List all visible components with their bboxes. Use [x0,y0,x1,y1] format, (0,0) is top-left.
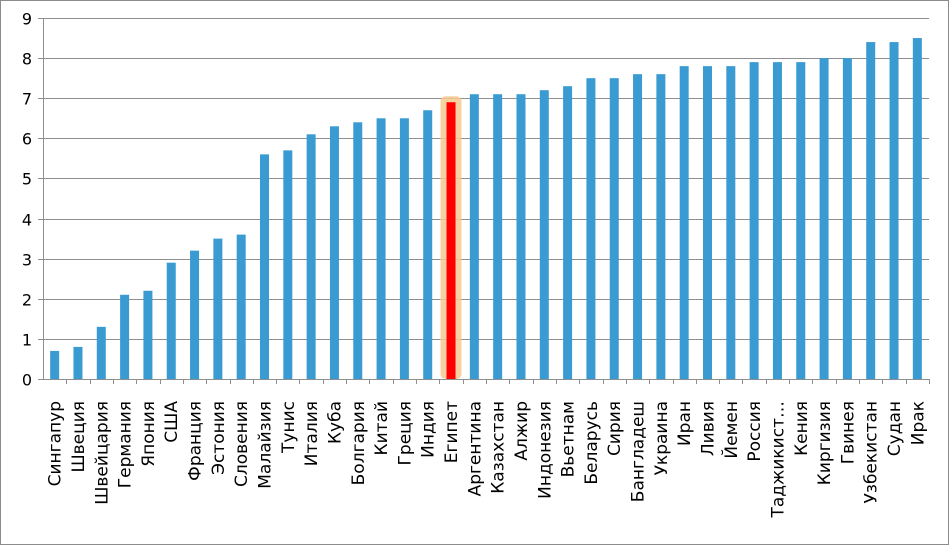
y-tick-label-0: 0 [22,371,32,390]
x-tick-label-3: Германия [116,401,136,488]
bar-8 [236,234,246,379]
bar-18 [469,94,479,379]
bar-9 [260,154,269,379]
bar-27 [679,66,689,379]
axes [38,18,930,384]
y-tick-label-8: 8 [22,50,32,69]
bar-10 [283,150,293,379]
gridlines [43,18,929,340]
x-tick-label-37: Ирак [908,401,928,445]
bar-33 [819,58,829,379]
x-tick-label-10: Тунис [279,401,299,454]
x-tick-label-2: Швейцария [92,401,112,505]
bar-2 [96,326,106,379]
x-tick-label-23: Беларусь [582,401,602,485]
bar-21 [539,90,549,379]
x-tick-label-22: Вьетнам [559,401,579,477]
x-tick-label-16: Индия [419,401,439,458]
x-tick-label-31: Таджикист… [768,401,788,519]
x-tick-label-0: Сингапур [46,401,66,486]
bar-23 [586,78,596,380]
y-axis-tick-labels: 0 1 2 3 4 5 6 7 8 9 [22,10,32,390]
x-tick-label-1: Швеция [69,401,89,473]
x-tick-label-19: Казахстан [489,401,509,494]
x-tick-label-7: Эстония [209,401,229,475]
x-tick-label-9: Малайзия [256,401,276,489]
x-tick-label-4: Япония [139,401,159,467]
bar-13 [353,122,363,380]
x-axis-category-labels: Сингапур Швеция Швейцария Германия Япония США… [46,401,929,519]
bar-28 [703,66,712,379]
bar-7 [213,238,223,379]
x-tick-label-34: Гвинея [838,401,858,464]
bar-5 [166,262,176,379]
bar-22 [563,86,573,379]
y-tick-label-9: 9 [22,10,32,29]
bar-24 [609,78,619,380]
bar-25 [633,74,643,380]
bar-29 [726,66,736,379]
bar-36 [889,42,899,380]
x-tick-label-18: Аргентина [465,401,485,496]
x-tick-label-35: Узбекистан [862,401,882,503]
x-tick-label-20: Алжир [512,401,532,461]
bar-30 [749,62,759,379]
bar-12 [329,126,339,379]
x-tick-label-5: США [162,401,182,443]
bar-4 [143,290,153,379]
x-tick-label-27: Иран [675,401,695,446]
x-tick-label-33: Киргизия [815,401,835,485]
bar-0 [50,350,60,379]
x-tick-label-12: Куба [325,401,345,444]
x-tick-label-14: Китай [372,401,392,456]
x-tick-label-8: Словения [232,401,252,487]
y-tick-label-6: 6 [22,130,32,149]
bar-26 [656,74,666,380]
bar-15 [399,118,409,380]
bar-17 [446,102,456,379]
x-tick-label-15: Греция [395,401,415,465]
y-tick-label-2: 2 [22,291,32,310]
bar-34 [842,58,852,379]
bar-3 [120,294,130,379]
x-tick-label-21: Индонезия [535,401,555,499]
bar-6 [190,250,200,379]
x-tick-label-32: Кения [792,401,812,456]
y-tick-label-3: 3 [22,251,32,270]
x-tick-label-6: Франция [186,401,206,481]
y-tick-label-7: 7 [22,90,32,109]
y-tick-label-5: 5 [22,170,32,189]
bar-19 [493,94,503,379]
bar-32 [796,62,806,379]
bar-1 [73,346,83,379]
x-tick-label-36: Судан [885,401,905,456]
x-tick-label-13: Болгария [349,401,369,485]
x-tick-label-30: Россия [745,401,765,462]
bar-16 [423,110,433,379]
y-tick-label-1: 1 [22,331,32,350]
x-tick-label-26: Украина [652,401,672,475]
x-tick-label-29: Йемен [720,401,742,459]
x-tick-label-25: Бангладеш [629,401,649,502]
x-tick-label-28: Ливия [699,401,719,456]
x-tick-label-24: Сирия [605,401,625,456]
y-tick-label-4: 4 [22,211,32,230]
bar-11 [306,134,316,379]
x-tick-label-17: Египет [442,401,462,463]
bar-37 [912,38,922,380]
x-tick-label-11: Италия [302,401,322,466]
bar-14 [376,118,386,380]
bar-35 [866,42,876,380]
bars [50,38,922,380]
bar-20 [516,94,526,379]
bar-31 [772,62,782,379]
